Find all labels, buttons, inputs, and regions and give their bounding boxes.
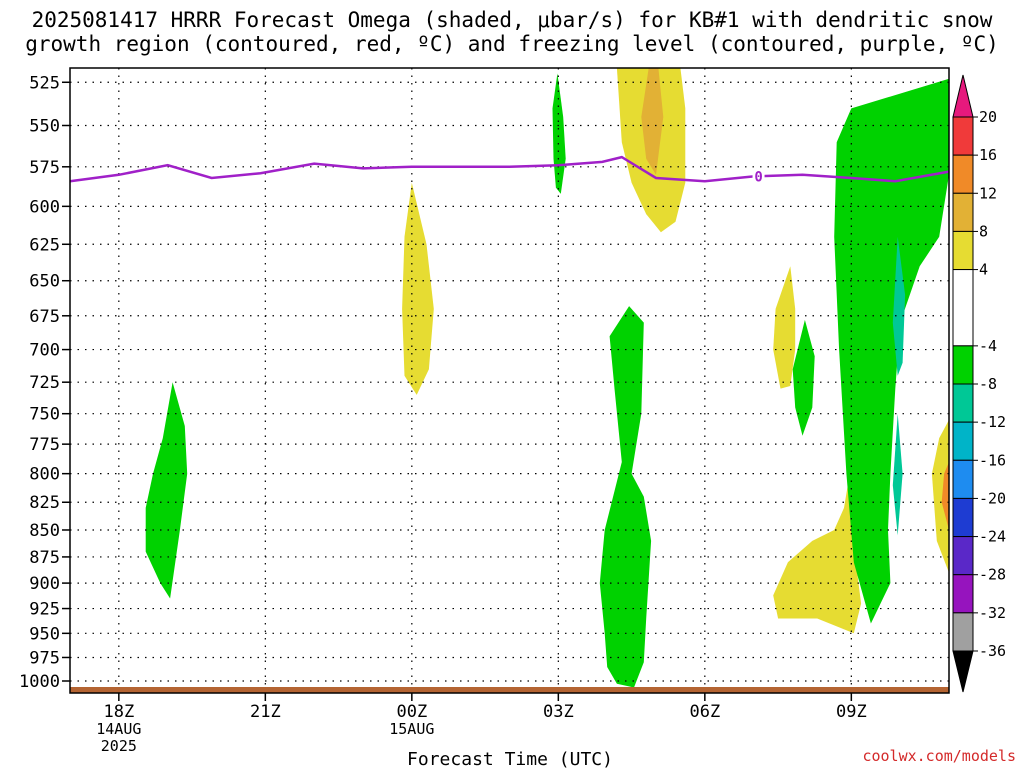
omega-region-10: [834, 78, 949, 624]
y-tick-label-550: 550: [29, 116, 60, 136]
colorbar-bin-6: [952, 345, 974, 385]
y-axis: 525 550 575 600 625 650 675 700 725 750 775 800 825 8…: [19, 73, 70, 692]
x-tick-label-6-1: 15AUG: [389, 720, 434, 738]
colorbar-label--20: -20: [979, 489, 1006, 507]
colorbar-label--12: -12: [979, 413, 1006, 431]
y-tick-label-725: 725: [29, 373, 60, 393]
omega-region-5: [641, 68, 664, 175]
colorbar-label--24: -24: [979, 528, 1006, 546]
colorbar-below-arrow: [952, 650, 974, 693]
y-tick-label-800: 800: [29, 465, 60, 485]
colorbar-bin-13: [952, 612, 974, 652]
colorbar-label--8: -8: [979, 375, 997, 393]
colorbar-label--32: -32: [979, 604, 1006, 622]
colorbar-above-arrow: [952, 74, 974, 118]
y-tick-label-775: 775: [29, 435, 60, 455]
x-tick-label-0-2: 2025: [101, 737, 137, 755]
colorbar-bin-4: [952, 230, 974, 271]
omega-region-6: [599, 306, 652, 688]
omega-region-1: [145, 382, 188, 599]
colorbar-label-16: 16: [979, 146, 997, 164]
plot-frame: [69, 67, 950, 694]
x-tick-label-6-0: 00Z: [396, 702, 427, 722]
omega-region-9: [773, 464, 862, 634]
omega-region-7: [773, 266, 796, 389]
omega-region-8: [792, 319, 815, 436]
credit-text: coolwx.com/models: [862, 747, 1016, 765]
y-tick-label-750: 750: [29, 405, 60, 425]
y-tick-label-575: 575: [29, 158, 60, 178]
y-tick-label-950: 950: [29, 624, 60, 644]
y-tick-label-675: 675: [29, 307, 60, 327]
x-tick-label-9-0: 03Z: [543, 702, 574, 722]
freezing-level-line: [69, 155, 950, 183]
colorbar-bin-12: [952, 574, 974, 614]
colorbar-label-8: 8: [979, 222, 988, 240]
colorbar-bin-10: [952, 497, 974, 538]
omega-region-3: [552, 73, 566, 194]
surface-bar: [70, 687, 949, 693]
y-tick-label-1000: 1000: [19, 672, 60, 692]
colorbar-bin-9: [952, 459, 974, 499]
omega-region-14: [941, 462, 949, 530]
x-tick-label-15-0: 09Z: [836, 702, 867, 722]
colorbar-label--4: -4: [979, 337, 997, 355]
colorbar-bin-1: [952, 116, 974, 156]
y-tick-label-700: 700: [29, 341, 60, 361]
freezing-level-layer: 0: [69, 155, 950, 185]
omega-shading-layer: [145, 68, 949, 688]
freezing-level-label: 0: [754, 169, 762, 185]
colorbar-label--16: -16: [979, 451, 1006, 469]
y-tick-label-650: 650: [29, 272, 60, 292]
colorbar-bin-7: [952, 383, 974, 423]
colorbar-bin-8: [952, 421, 974, 461]
omega-region-13: [931, 419, 949, 573]
y-tick-label-525: 525: [29, 73, 60, 93]
chart-title-line-1: 2025081417 HRRR Forecast Omega (shaded, …: [31, 8, 993, 32]
omega-region-12: [892, 413, 903, 536]
x-tick-label-0-0: 18Z: [103, 702, 134, 722]
colorbar-label--36: -36: [979, 642, 1006, 660]
colorbar-bin-3: [952, 192, 974, 232]
omega-region-11: [892, 236, 906, 376]
omega-region-2: [402, 182, 434, 395]
chart-title-line-2: growth region (contoured, red, ºC) and f…: [25, 32, 999, 56]
x-axis-title: Forecast Time (UTC): [407, 749, 613, 768]
x-tick-label-0-1: 14AUG: [96, 720, 141, 738]
y-tick-label-625: 625: [29, 235, 60, 255]
y-tick-label-850: 850: [29, 521, 60, 541]
colorbar: 20 16 12 8 4 -4 -8 -12 -16 -20 -24 -28 -32 -36: [952, 74, 1006, 693]
colorbar-bin-2: [952, 154, 974, 194]
colorbar-label--28: -28: [979, 566, 1006, 584]
y-tick-label-900: 900: [29, 574, 60, 594]
x-tick-label-3-0: 21Z: [250, 702, 281, 722]
colorbar-bin-5: [952, 269, 974, 347]
y-tick-label-600: 600: [29, 197, 60, 217]
surface-layer: [70, 687, 949, 693]
freezing-level-label-bg: [752, 168, 765, 184]
colorbar-label-4: 4: [979, 261, 988, 279]
colorbar-bin-11: [952, 536, 974, 576]
y-tick-label-825: 825: [29, 493, 60, 513]
colorbar-label-12: 12: [979, 184, 997, 202]
y-tick-label-875: 875: [29, 548, 60, 568]
x-tick-label-12-0: 06Z: [689, 702, 720, 722]
y-tick-label-975: 975: [29, 648, 60, 668]
y-tick-label-925: 925: [29, 600, 60, 620]
plot-border: [69, 67, 950, 694]
colorbar-label-20: 20: [979, 108, 997, 126]
